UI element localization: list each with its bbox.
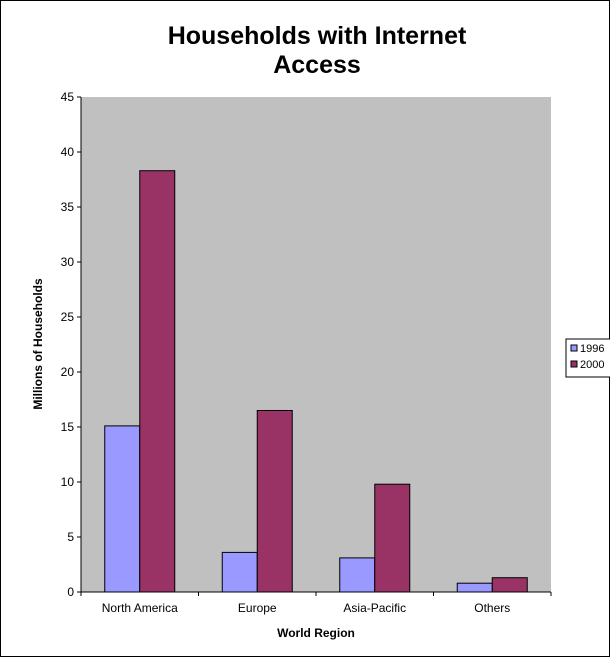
y-tick-label: 0 [67,585,74,599]
x-tick-label: Others [474,601,510,615]
y-tick-label: 25 [61,310,75,324]
y-tick-label: 20 [61,365,75,379]
x-axis-title: World Region [277,626,355,640]
bars-layer [104,170,528,593]
bar-1996-others [456,582,493,593]
bar-1996-north-america [104,425,141,593]
axes-layer [77,96,552,596]
y-tick-label: 40 [61,145,75,159]
chart-title-line-2: Access [273,51,361,79]
x-tick-label: North America [102,601,178,615]
y-tick-label: 10 [61,475,75,489]
y-tick-label: 5 [67,530,74,544]
legend-swatch-2000 [570,360,578,368]
chart-title-line-1: Households with Internet [168,22,467,50]
y-tick-label: 30 [61,255,75,269]
legend-label-1996: 1996 [580,343,604,355]
y-axis-title: Millions of Households [31,278,45,410]
labels-layer: 0 5 10 15 20 25 30 35 40 45 North America Europe Asi… [61,90,511,615]
bar-2000-others [491,577,528,593]
y-tick-label: 45 [61,90,75,104]
x-tick-label: Europe [238,601,277,615]
x-tick-label: Asia-Pacific [343,601,406,615]
y-tick-label: 35 [61,200,75,214]
bar-1996-europe [221,551,258,593]
y-tick-label: 15 [61,420,75,434]
bar-2000-asia-pacific [374,483,411,593]
bar-2000-north-america [139,170,176,593]
bar-2000-europe [256,410,293,593]
legend-swatch-1996 [570,344,578,352]
legend-label-2000: 2000 [580,359,604,371]
legend: 1996 2000 [565,338,610,378]
bar-1996-asia-pacific [339,557,376,593]
